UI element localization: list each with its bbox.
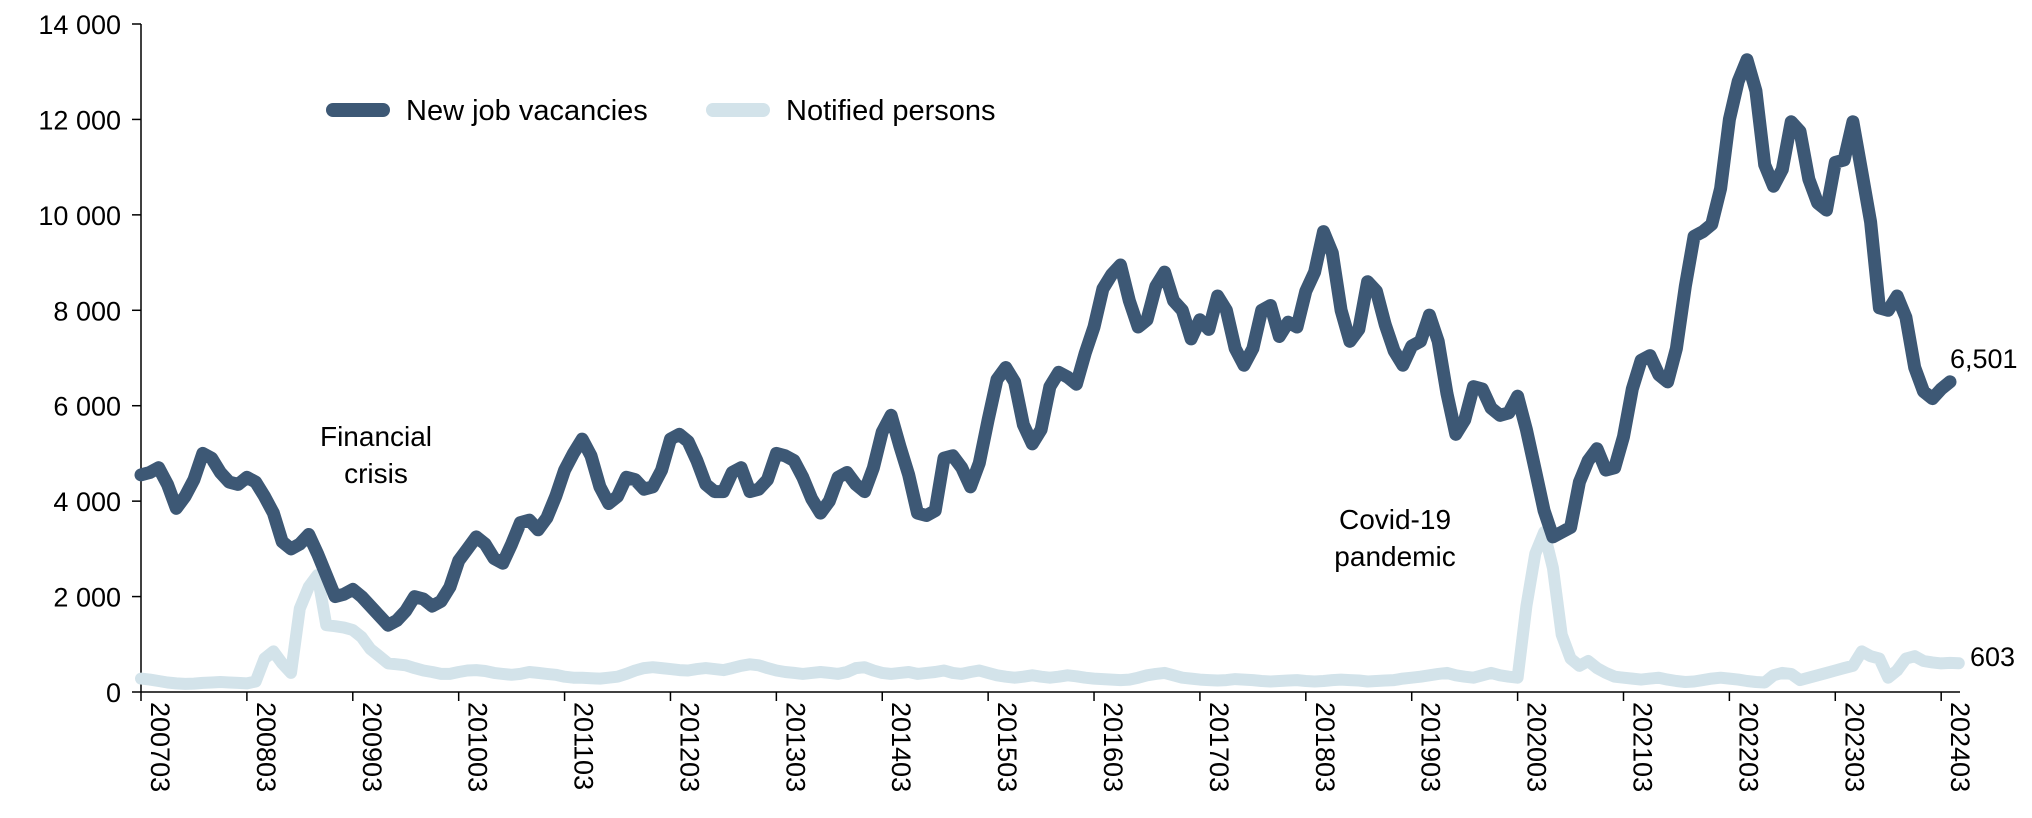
y-tick-label: 4 000 [53,487,121,517]
series-layer [134,53,1965,690]
legend-label-notified-persons: Notified persons [786,95,996,127]
x-tick-label: 202203 [1733,702,1763,792]
x-tick-label: 201803 [1310,702,1340,792]
x-tick-label: 202103 [1627,702,1657,792]
y-tick-label: 12 000 [38,105,121,135]
x-tick-label: 200703 [145,702,175,792]
x-tick-label: 201003 [463,702,493,792]
x-tick-label: 201603 [1098,702,1128,792]
y-tick-label: 0 [106,678,121,708]
y-tick-label: 6 000 [53,392,121,422]
annotation-covid-line2: pandemic [1334,541,1455,572]
x-tick-label: 200903 [357,702,387,792]
annotation-covid-pandemic: Covid-19 pandemic [1334,504,1455,572]
x-tick-label: 201103 [569,702,599,790]
y-axis-ticks: 0 2 000 4 000 6 000 8 000 10 000 12 000 14 000 [38,10,141,708]
annotation-financial-crisis-line2: crisis [344,458,408,489]
series-line-new-job-vacancies [134,53,1957,632]
x-tick-label: 201203 [674,702,704,792]
x-tick-label: 201703 [1204,702,1234,792]
x-tick-label: 201403 [886,702,916,792]
x-tick-label: 202303 [1839,702,1869,792]
annotation-covid-line1: Covid-19 [1339,504,1451,535]
x-axis-ticks: 200703 200803 200903 201003 201103 201203 2013… [140,692,1975,792]
x-tick-label: 201303 [780,702,810,792]
y-tick-label: 8 000 [53,296,121,326]
y-tick-label: 14 000 [38,10,121,40]
x-tick-label: 202403 [1945,702,1975,792]
x-tick-label: 201903 [1416,702,1446,792]
y-tick-label: 2 000 [53,583,121,613]
end-label-new-job-vacancies: 6,501 [1950,344,2018,374]
y-tick-label: 10 000 [38,201,121,231]
x-tick-label: 200803 [251,702,281,792]
annotation-financial-crisis: Financial crisis [320,421,432,489]
x-tick-label: 202003 [1522,702,1552,792]
legend-label-new-job-vacancies: New job vacancies [406,95,648,127]
x-tick-label: 201503 [992,702,1022,792]
end-label-notified-persons: 603 [1970,642,2015,672]
annotation-financial-crisis-line1: Financial [320,421,432,452]
legend: New job vacancies Notified persons [326,95,996,127]
series-line-notified-persons [135,526,1965,690]
